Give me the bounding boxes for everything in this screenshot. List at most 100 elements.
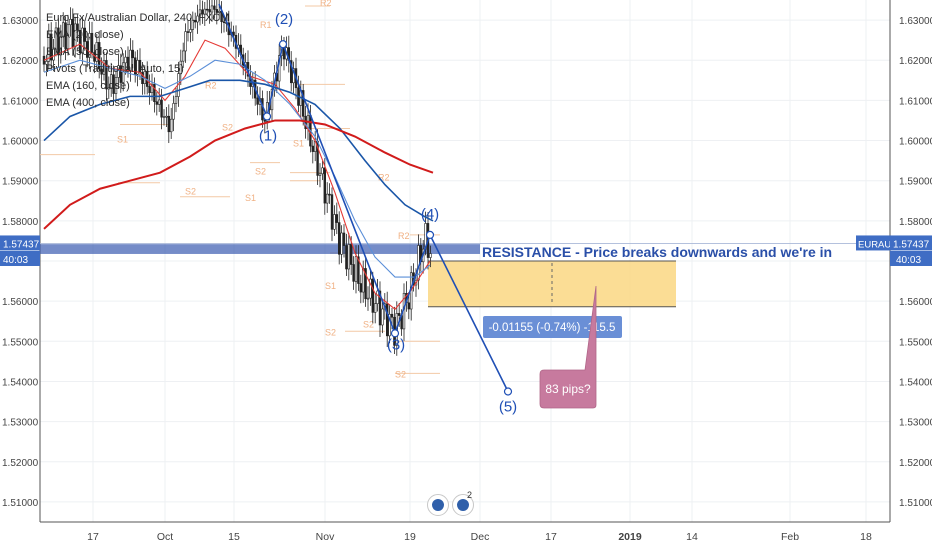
candle-body [186, 31, 190, 33]
y-tick-label-right: 1.61000 [899, 96, 932, 107]
candle-body [66, 24, 70, 49]
candle-body [119, 65, 123, 83]
x-tick-label: Dec [471, 531, 490, 543]
candle-body [105, 60, 108, 90]
pivot-label: S1 [293, 139, 304, 149]
candle-body [189, 29, 192, 33]
candle-body [359, 283, 362, 293]
pivot-label: S2 [395, 369, 406, 379]
candle-body [201, 9, 204, 15]
pivot-label: S2 [185, 187, 196, 197]
candle-body [54, 27, 58, 50]
candle-body [162, 116, 166, 118]
legend-ema20[interactable]: EMA (20, close) [46, 29, 124, 41]
candle-body [352, 264, 355, 282]
globe-icon [432, 499, 444, 511]
wave-label: (1) [259, 128, 277, 145]
wave-label: (2) [275, 11, 293, 28]
candle-body [98, 42, 101, 70]
chart-title: Euro Fx/Australian Dollar, 240, FXCM [46, 12, 230, 24]
pivot-label: S1 [117, 135, 128, 145]
candle-body [330, 194, 334, 230]
candle-body [57, 27, 60, 56]
candle-body [179, 60, 182, 74]
x-tick-label: 19 [404, 531, 416, 543]
y-tick-label-right: 1.63000 [899, 16, 932, 27]
y-tick-label-right: 1.52000 [899, 458, 932, 469]
legend-ema50[interactable]: EMA (50, close) [46, 46, 124, 58]
x-tick-label: 15 [228, 531, 240, 543]
wave-label: (5) [499, 399, 517, 416]
pivot-label: S2 [363, 319, 374, 329]
candle-body [347, 244, 350, 270]
y-tick-label-left: 1.58000 [2, 217, 39, 228]
candle-body [160, 99, 163, 118]
wave-path [218, 3, 509, 392]
candle-body [196, 15, 199, 23]
candle-body [47, 33, 51, 62]
wave-point [262, 112, 272, 121]
pivot-label: R2 [398, 231, 410, 241]
candle-body [61, 22, 65, 38]
candle-body [397, 313, 401, 316]
candle-body [184, 31, 187, 52]
symbol-tag [856, 235, 890, 251]
candle-body [64, 22, 67, 49]
pivot-label: R2 [378, 173, 390, 183]
pivot-label: R2 [320, 0, 332, 8]
y-tick-label-right: 1.62000 [899, 56, 932, 67]
y-tick-label-left: 1.51000 [2, 498, 39, 509]
candle-body [340, 232, 343, 255]
y-tick-label-right: 1.60000 [899, 137, 932, 148]
y-tick-label-left: 1.56000 [2, 297, 39, 308]
legend-ema160[interactable]: EMA (160, close) [46, 80, 130, 92]
candle-body [311, 145, 314, 152]
indicator-icon-1[interactable] [427, 494, 449, 516]
legend-pivots[interactable]: Pivots (Traditional, Auto, 15) [46, 63, 184, 75]
measure-label: -0.01155 (-0.74%) -115.5 [489, 322, 616, 334]
indicator-count-badge: 2 [467, 490, 473, 500]
x-tick-label: 17 [87, 531, 99, 543]
pivot-label: R1 [260, 20, 272, 30]
candle-body [49, 33, 53, 61]
candle-body [191, 20, 194, 30]
candle-body [45, 61, 48, 65]
callout-label: 83 pips? [545, 382, 591, 396]
candle-body [117, 65, 120, 78]
candle-body [198, 9, 202, 17]
indicator-icon-2[interactable] [452, 494, 474, 516]
x-tick-label: Oct [157, 531, 173, 543]
x-tick-label: 17 [545, 531, 557, 543]
candle-body [194, 20, 197, 23]
x-tick-label: 18 [860, 531, 872, 543]
candle-body [95, 42, 99, 62]
candle-body [208, 9, 211, 13]
y-tick-label-right: 1.59000 [899, 177, 932, 188]
candle-body [378, 290, 382, 326]
candle-body [213, 5, 216, 10]
symbol-label: EURAUD [858, 239, 898, 250]
candle-body [107, 87, 111, 90]
candle-body [366, 297, 370, 300]
wave-point [390, 329, 400, 338]
series-ema50 [43, 59, 431, 278]
countdown-left: 40:03 [3, 255, 28, 266]
candle-body [337, 222, 341, 255]
candle-body [364, 268, 367, 300]
candle-body [110, 74, 113, 89]
candle-body [174, 96, 178, 104]
legend-ema400[interactable]: EMA (400, close) [46, 97, 130, 109]
y-tick-label-right: 1.54000 [899, 377, 932, 388]
y-tick-label-left: 1.53000 [2, 418, 39, 429]
candle-body [153, 83, 156, 103]
resistance-band [40, 244, 480, 254]
candle-body [376, 290, 379, 305]
wave-label: (4) [421, 206, 439, 223]
y-tick-label-right: 1.55000 [899, 337, 932, 348]
candle-body [148, 86, 151, 94]
pivot-label: R2 [205, 80, 217, 90]
y-tick-label-right: 1.51000 [899, 498, 932, 509]
countdown-right: 40:03 [896, 255, 921, 266]
candle-body [388, 313, 391, 337]
pivot-label: S1 [325, 281, 336, 291]
